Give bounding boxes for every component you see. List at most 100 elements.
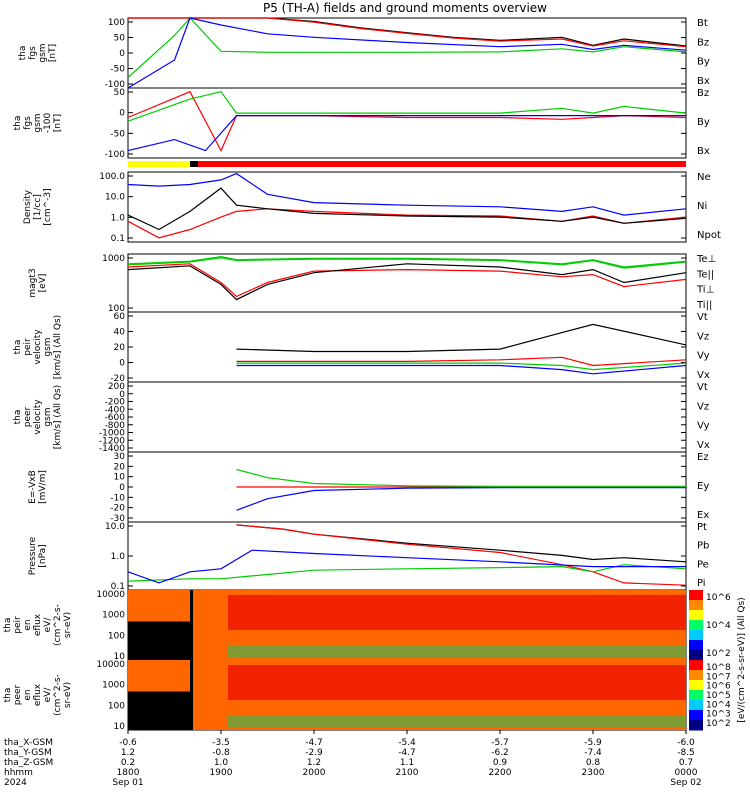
legend-Vz: Vz	[697, 401, 709, 412]
spectrogram-core	[228, 665, 686, 700]
xaxis-x: -3.5	[212, 738, 230, 748]
series-Bx	[127, 17, 687, 89]
spectrogram-peer-eflux	[128, 660, 686, 730]
xaxis-z: 1.0	[214, 758, 229, 768]
colorbar-band	[689, 720, 703, 731]
series-By	[127, 91, 687, 122]
panel-density: Density [1/cc] [cm^-3] 100.0 10.0 1.0 0.1 Ne Ni N…	[23, 171, 721, 244]
legend-Vz: Vz	[697, 331, 709, 342]
legend-Ez: Ez	[697, 452, 709, 463]
colorbar: 10^810^710^610^510^410^310^2	[689, 660, 731, 731]
ytick-label: -100	[105, 150, 126, 160]
series-Npot	[127, 172, 687, 216]
legend-By: By	[697, 57, 710, 68]
xaxis-z: 0.9	[493, 758, 508, 768]
ytick-label: 100	[108, 304, 125, 314]
xaxis-date: Sep 02	[670, 778, 701, 788]
ylabel-line: eV/	[43, 617, 53, 633]
ytick-label: -100	[105, 80, 126, 90]
ytick-label: 10.0	[105, 193, 125, 203]
ytick-label: 20	[114, 343, 126, 353]
series-Vy	[236, 362, 687, 371]
ylabel-line: Pressure	[28, 536, 38, 575]
ylabel-line: gsm	[33, 113, 43, 132]
ylabel-line: [mV/m]	[38, 470, 48, 504]
xaxis-row-label: 2024	[4, 778, 27, 788]
xaxis-x: -4.7	[305, 738, 323, 748]
spectrograms: 10^6 10^4 10^210^810^710^610^510^410^310^2…	[128, 590, 747, 731]
colorbar-band	[689, 590, 703, 601]
ylabel-line: velocity	[33, 329, 43, 365]
ylabel-line: Density	[23, 189, 33, 224]
ylabel-line: tha	[18, 46, 28, 61]
colorbar-band	[689, 700, 703, 711]
ytick-label: -1000	[99, 429, 125, 439]
ylabel-line: [cm^-3]	[43, 188, 53, 225]
series-Vx	[236, 364, 687, 375]
ytick-label: -200	[105, 398, 126, 408]
colorbar-band	[689, 690, 703, 701]
legend-Bx: Bx	[697, 146, 710, 157]
plot-title: P5 (TH-A) fields and ground moments over…	[263, 1, 547, 15]
ylabel-line: velocity	[33, 399, 43, 435]
legend-Pb: Pb	[697, 541, 709, 552]
ytick-label: -20	[110, 504, 125, 514]
legend-Vy: Vy	[697, 421, 710, 432]
legend-Bt: Bt	[697, 18, 708, 29]
colorbar-tick: 10^2	[706, 719, 731, 729]
panel-frame	[127, 521, 687, 591]
panel-peer-velocity: tha peer velocity gsm [km/s] (All Qs) 2000-20…	[13, 381, 710, 454]
xaxis-z: 0.2	[121, 758, 135, 768]
legend-Vx: Vx	[697, 440, 710, 451]
xaxis-x: -0.6	[119, 738, 137, 748]
panel-frame	[127, 171, 687, 243]
ylabel-line: peer	[23, 406, 33, 427]
ylabel-line: [nT]	[53, 114, 63, 132]
legend-Bz: Bz	[697, 88, 709, 99]
spectrogram-gap	[128, 691, 190, 730]
colorbar-band	[689, 600, 703, 611]
spectrogram-peir-eflux	[128, 590, 686, 660]
ytick-label: 30	[114, 452, 126, 462]
colorbar-band	[689, 640, 703, 651]
legend-Ni: Ni	[697, 201, 707, 212]
quality-flag-bar	[128, 161, 686, 167]
xaxis-hhmm: 2100	[396, 768, 419, 778]
legend-Ne: Ne	[697, 172, 711, 183]
ytick-label: 1.0	[111, 213, 126, 223]
ytick-label: 10	[114, 722, 126, 732]
ytick-label: -50	[110, 65, 125, 75]
legend-Ti||: Ti||	[696, 300, 712, 311]
xaxis-y: -6.2	[491, 748, 509, 758]
series-Bz	[128, 17, 687, 48]
colorbar-band	[689, 710, 703, 721]
colorbar-tick: 10^6	[706, 593, 731, 603]
ylabel-line: tha	[3, 688, 13, 703]
ylabel-line: [nPa]	[38, 544, 48, 567]
ylabel-line: (cm^2-s-	[53, 604, 63, 646]
ytick-label: -30	[110, 514, 125, 524]
legend-Pi: Pi	[697, 578, 706, 589]
series-Te⊥	[127, 263, 687, 298]
colorbar-tick: 10^4	[706, 621, 731, 631]
ytick-label: 10	[114, 473, 126, 483]
series-Vt	[236, 323, 687, 353]
ylabel-line: E=-VxB	[28, 470, 38, 504]
xaxis-y: -8.5	[677, 748, 695, 758]
ytick-label: -50	[110, 129, 125, 139]
quality-flag-yellow	[128, 161, 190, 167]
xaxis-y: -7.4	[584, 748, 602, 758]
ytick-label: -10	[110, 493, 125, 503]
series-Ti⊥	[127, 255, 687, 268]
ytick-label: 1.0	[111, 552, 126, 562]
series-Ey	[236, 468, 686, 487]
panel-frame	[127, 87, 687, 159]
ylabel-line: [km/s] (All Qs)	[53, 385, 63, 449]
ytick-label: 10	[114, 652, 126, 662]
ylabel-line: sr-eV)	[63, 682, 73, 708]
x-axis: tha_X-GSMtha_Y-GSMtha_Z-GSMhhmm2024-0.61…	[4, 730, 702, 788]
panel-frame	[127, 17, 687, 89]
